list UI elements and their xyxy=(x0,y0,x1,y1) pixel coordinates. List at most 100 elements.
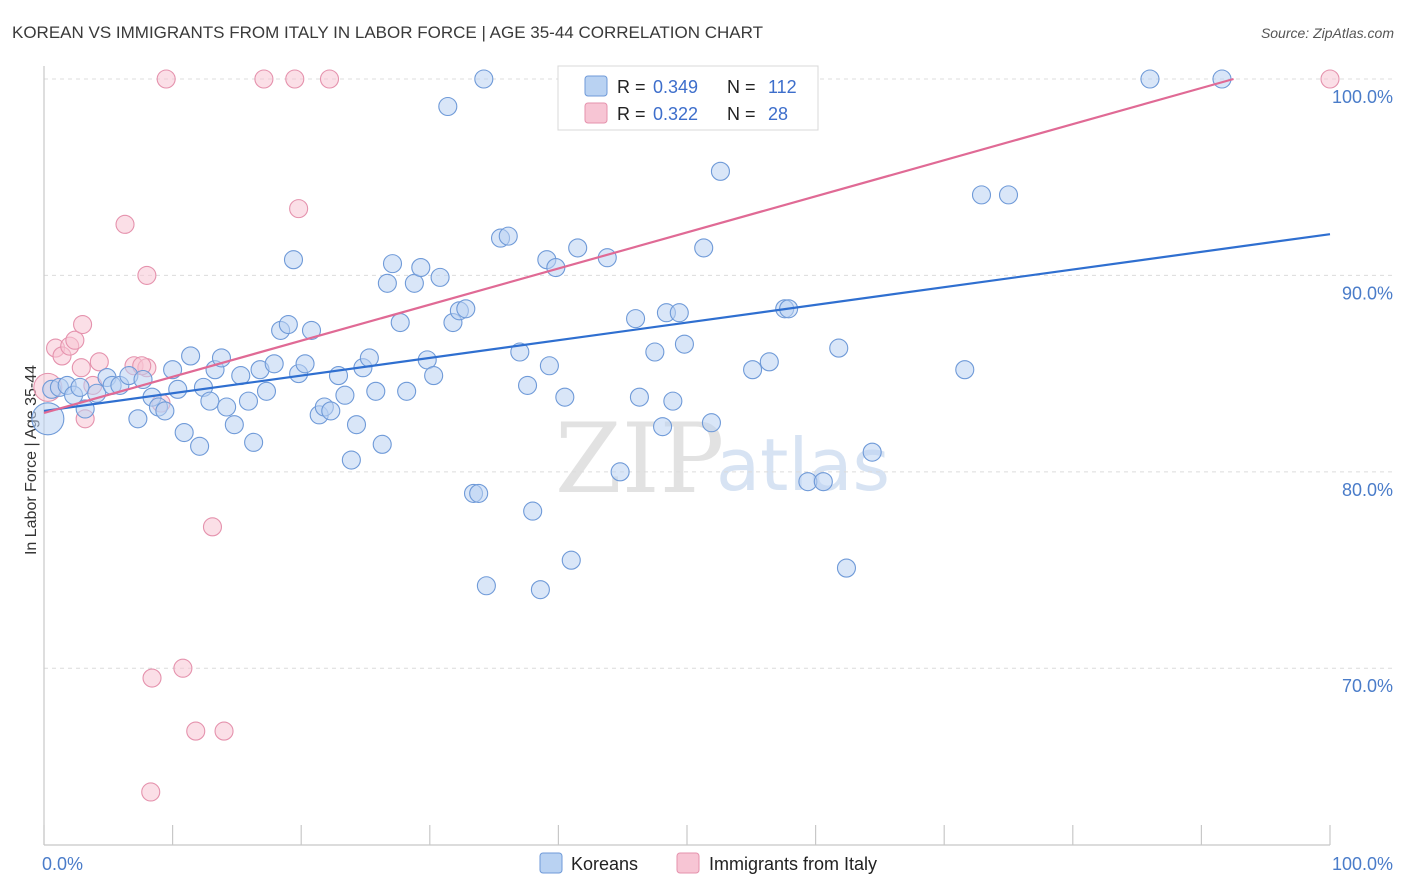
legend-n-label-italy: N = xyxy=(727,104,756,124)
series-koreans-points xyxy=(31,69,1232,600)
korean-point xyxy=(971,185,992,205)
italy-point xyxy=(115,214,135,234)
korean-point xyxy=(523,501,543,521)
axes xyxy=(43,66,1331,846)
korean-point xyxy=(710,161,730,181)
trend-line-italy xyxy=(43,77,1234,414)
korean-point xyxy=(759,352,779,372)
korean-point xyxy=(610,462,630,482)
italy-point xyxy=(73,314,93,335)
bottom-legend-italy: Immigrants from Italy xyxy=(709,854,877,874)
korean-point xyxy=(862,442,882,462)
korean-point xyxy=(155,401,175,421)
korean-point xyxy=(813,472,833,492)
x-tick-label: 100.0% xyxy=(1332,854,1393,874)
korean-point xyxy=(264,354,284,374)
legend-r-value-koreans: 0.349 xyxy=(653,77,698,97)
korean-point xyxy=(321,401,341,421)
italy-point xyxy=(254,69,274,89)
korean-point xyxy=(456,299,476,319)
italy-point xyxy=(1320,69,1340,89)
korean-point xyxy=(1212,69,1232,89)
korean-point xyxy=(669,303,689,323)
korean-point xyxy=(190,436,210,456)
korean-point xyxy=(469,483,489,503)
legend-n-value-koreans: 112 xyxy=(768,77,797,97)
korean-point xyxy=(530,580,550,600)
korean-point xyxy=(397,381,417,401)
trend-lines xyxy=(43,77,1331,414)
korean-point xyxy=(498,226,518,246)
korean-point xyxy=(283,250,304,270)
korean-point xyxy=(955,360,975,380)
x-tick-label: 0.0% xyxy=(42,854,83,874)
italy-point xyxy=(156,69,176,89)
legend-r-label-koreans: R = xyxy=(617,77,646,97)
italy-point xyxy=(289,199,309,219)
bottom-legend-koreans: Koreans xyxy=(571,854,638,874)
korean-point xyxy=(836,558,857,578)
korean-point xyxy=(629,387,649,407)
y-tick-label: 80.0% xyxy=(1342,480,1393,500)
x-tick-labels: 0.0% 100.0% xyxy=(42,854,1393,874)
bottom-legend-swatch-koreans xyxy=(539,852,563,874)
y-tick-label: 90.0% xyxy=(1342,283,1393,303)
korean-point xyxy=(224,415,244,435)
korean-point xyxy=(181,346,201,366)
korean-point xyxy=(217,397,237,417)
bottom-legend: Koreans Immigrants from Italy xyxy=(539,852,877,874)
watermark-atlas: atlas xyxy=(716,423,890,507)
legend-n-value-italy: 28 xyxy=(768,104,788,124)
korean-point xyxy=(70,377,90,397)
korean-point xyxy=(1140,69,1160,89)
italy-point xyxy=(186,721,206,741)
korean-point xyxy=(539,356,559,376)
korean-point xyxy=(674,334,694,354)
korean-point xyxy=(626,309,646,329)
watermark-zip: ZIP xyxy=(555,403,724,515)
italy-point xyxy=(65,330,85,350)
korean-point xyxy=(163,360,183,380)
italy-point xyxy=(319,69,340,89)
korean-point xyxy=(174,422,194,443)
korean-point xyxy=(438,96,458,117)
italy-point xyxy=(142,668,162,688)
top-legend: R = 0.349 N = 112 R = 0.322 N = 28 xyxy=(557,65,819,131)
legend-swatch-italy xyxy=(584,102,608,124)
legend-n-label-koreans: N = xyxy=(727,77,756,97)
chart-title: KOREAN VS IMMIGRANTS FROM ITALY IN LABOR… xyxy=(12,23,763,42)
korean-point xyxy=(31,402,65,436)
korean-point xyxy=(128,409,148,429)
legend-swatch-koreans xyxy=(584,75,608,97)
korean-point xyxy=(476,576,496,596)
korean-point xyxy=(743,360,763,380)
korean-point xyxy=(474,69,494,89)
korean-point xyxy=(645,342,665,362)
trend-line-koreans xyxy=(43,233,1331,413)
y-tick-label: 70.0% xyxy=(1342,676,1393,696)
korean-point xyxy=(168,379,188,399)
bottom-legend-swatch-italy xyxy=(676,852,700,874)
italy-point xyxy=(202,517,223,537)
korean-point xyxy=(653,417,673,437)
korean-point xyxy=(430,267,450,287)
italy-point xyxy=(137,265,157,285)
korean-point xyxy=(244,432,264,452)
korean-point xyxy=(517,375,538,395)
legend-r-value-italy: 0.322 xyxy=(653,104,698,124)
korean-point xyxy=(278,314,298,335)
korean-point xyxy=(372,434,392,454)
korean-point xyxy=(701,413,721,433)
korean-point xyxy=(341,450,361,470)
italy-point xyxy=(285,69,305,89)
italy-point xyxy=(214,721,234,741)
korean-point xyxy=(663,391,683,411)
korean-point xyxy=(335,385,355,405)
source-label: Source: ZipAtlas.com xyxy=(1261,25,1394,41)
korean-point xyxy=(411,258,431,278)
korean-point xyxy=(295,354,315,374)
korean-point xyxy=(561,550,581,570)
korean-point xyxy=(346,415,367,435)
italy-point xyxy=(89,352,109,372)
